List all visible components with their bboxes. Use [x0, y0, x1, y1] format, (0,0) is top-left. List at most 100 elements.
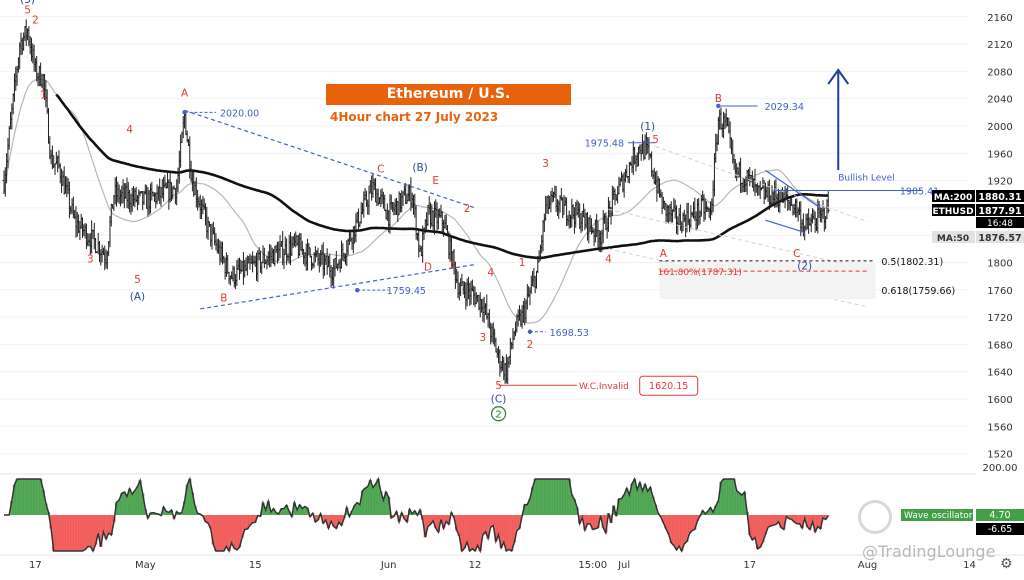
- y-tick-label: 2040: [987, 95, 1012, 106]
- wave-label: 4: [487, 267, 494, 279]
- wave-label: 1: [40, 90, 47, 102]
- wave-label: (B): [412, 162, 427, 174]
- y-tick-label: 200.00: [983, 463, 1018, 474]
- tradingview-logo-icon: [858, 500, 892, 534]
- wave-label: B: [715, 93, 722, 105]
- wave-label: B: [220, 292, 227, 304]
- x-tick-label: May: [135, 560, 156, 571]
- wave-label: 1: [448, 260, 455, 272]
- svg-text:1880.31: 1880.31: [978, 192, 1021, 203]
- invalidation-level: W.C.Invalid 1620.15: [499, 376, 698, 395]
- wave-label: (1): [640, 121, 655, 133]
- y-tick-label: 2000: [987, 122, 1012, 133]
- x-tick-label: 17: [29, 560, 42, 571]
- y-tick-label: 1800: [987, 259, 1012, 270]
- y-tick-label: 1520: [987, 450, 1012, 461]
- wave-label: 2: [464, 203, 471, 215]
- wave-label: 4: [126, 124, 133, 136]
- wave-label: 2: [527, 339, 534, 351]
- y-tick-label: 1960: [987, 149, 1012, 160]
- x-tick-label: Aug: [858, 560, 878, 571]
- level-2029-label: 2029.34: [765, 102, 804, 113]
- x-tick-label: 17: [743, 560, 756, 571]
- gear-icon[interactable]: ⚙: [1000, 556, 1013, 572]
- x-tick-label: Jul: [617, 560, 630, 571]
- last-price-tag: ETHUSD 1877.91: [932, 204, 1024, 217]
- price-bar: [54, 164, 57, 175]
- channel-mid-line: [608, 209, 867, 269]
- y-tick-label: 1640: [987, 368, 1012, 379]
- wave-label: 2: [492, 407, 506, 421]
- price-bar: [417, 230, 420, 257]
- bullish-level-label: Bullish Level: [838, 174, 894, 184]
- svg-text:2: 2: [495, 410, 501, 421]
- wave-label: 5: [495, 380, 502, 392]
- triangle-lower-trendline: [200, 265, 475, 309]
- price-bar: [689, 205, 692, 229]
- wave-label: 3: [480, 332, 487, 344]
- wave-label: 5: [134, 274, 141, 286]
- svg-text:1876.57: 1876.57: [978, 233, 1021, 244]
- svg-text:MA:50: MA:50: [937, 234, 969, 244]
- chart-title: Ethereum / U.S. Dollar(ETHUSD): [326, 84, 571, 105]
- wave-label: 2: [32, 15, 39, 27]
- x-tick-label: 14: [963, 560, 976, 571]
- bullish-arrow-icon: [828, 70, 848, 170]
- svg-text:MA:200: MA:200: [934, 193, 972, 203]
- x-tick-label: 12: [469, 560, 482, 571]
- fib-extension-label: 161.80%(1787.31): [658, 268, 742, 278]
- level-2029: 2029.34: [716, 102, 804, 113]
- svg-text:Wave oscillator: Wave oscillator: [904, 511, 973, 521]
- wave-label: E: [432, 175, 439, 187]
- fib-extension: 161.80%(1787.31): [658, 263, 876, 299]
- fib-0.5-label: 0.5(1802.31): [881, 257, 943, 268]
- wedge-lower-line: [765, 220, 804, 232]
- bar-countdown: 16:48: [987, 219, 1013, 229]
- level-1698-label: 1698.53: [550, 328, 589, 339]
- wave-label: A: [181, 88, 189, 100]
- y-tick-label: 2160: [987, 13, 1012, 24]
- wave-label: 4: [605, 254, 612, 266]
- ma200-tag: MA:200 1880.31: [932, 190, 1024, 203]
- invalidation-label: W.C.Invalid: [579, 382, 629, 392]
- y-tick-label: 1760: [987, 286, 1012, 297]
- wave-label: C: [793, 248, 800, 260]
- watermark: @TradingLounge: [862, 542, 995, 561]
- oscillator-bar: [827, 515, 830, 516]
- wave-label: (A): [130, 291, 145, 303]
- svg-text:ETHUSD: ETHUSD: [932, 207, 973, 217]
- wave-label: A: [660, 248, 668, 260]
- chart-subtitle: 4Hour chart 27 July 2023: [330, 110, 498, 124]
- wave-label: 3: [542, 158, 549, 170]
- ma50-tag: MA:50 1876.57: [932, 231, 1024, 244]
- y-tick-label: 1920: [987, 177, 1012, 188]
- level-1759: 1759.45: [355, 286, 426, 297]
- y-tick-label: 1680: [987, 340, 1012, 351]
- y-tick-label: 1560: [987, 422, 1012, 433]
- y-tick-label: 1600: [987, 395, 1012, 406]
- y-tick-label: 2120: [987, 40, 1012, 51]
- wave-label: 5: [652, 134, 659, 146]
- level-2020-label: 2020.00: [220, 108, 259, 119]
- wave-label: (2): [797, 260, 812, 272]
- x-tick-label: 15: [249, 560, 262, 571]
- level-1975-label: 1975.48: [585, 139, 624, 150]
- invalidation-value: 1620.15: [649, 381, 688, 392]
- wave-label: C: [377, 163, 384, 175]
- wave-label: (C): [491, 393, 507, 405]
- wave-label: 5: [24, 4, 31, 16]
- wave-label: D: [424, 262, 432, 274]
- x-tick-label: Jun: [380, 560, 397, 571]
- level-1759-label: 1759.45: [387, 286, 426, 297]
- x-tick-label: 15:00: [578, 560, 607, 571]
- svg-text:1877.91: 1877.91: [978, 206, 1021, 217]
- level-1698: 1698.53: [528, 328, 589, 339]
- svg-text:-6.65: -6.65: [988, 524, 1013, 535]
- wave-label: 3: [87, 254, 94, 266]
- y-tick-label: 1720: [987, 313, 1012, 324]
- y-tick-label: 2080: [987, 67, 1012, 78]
- fib-0.618-label: 0.618(1759.66): [881, 286, 955, 297]
- wave-label: 1: [519, 257, 526, 269]
